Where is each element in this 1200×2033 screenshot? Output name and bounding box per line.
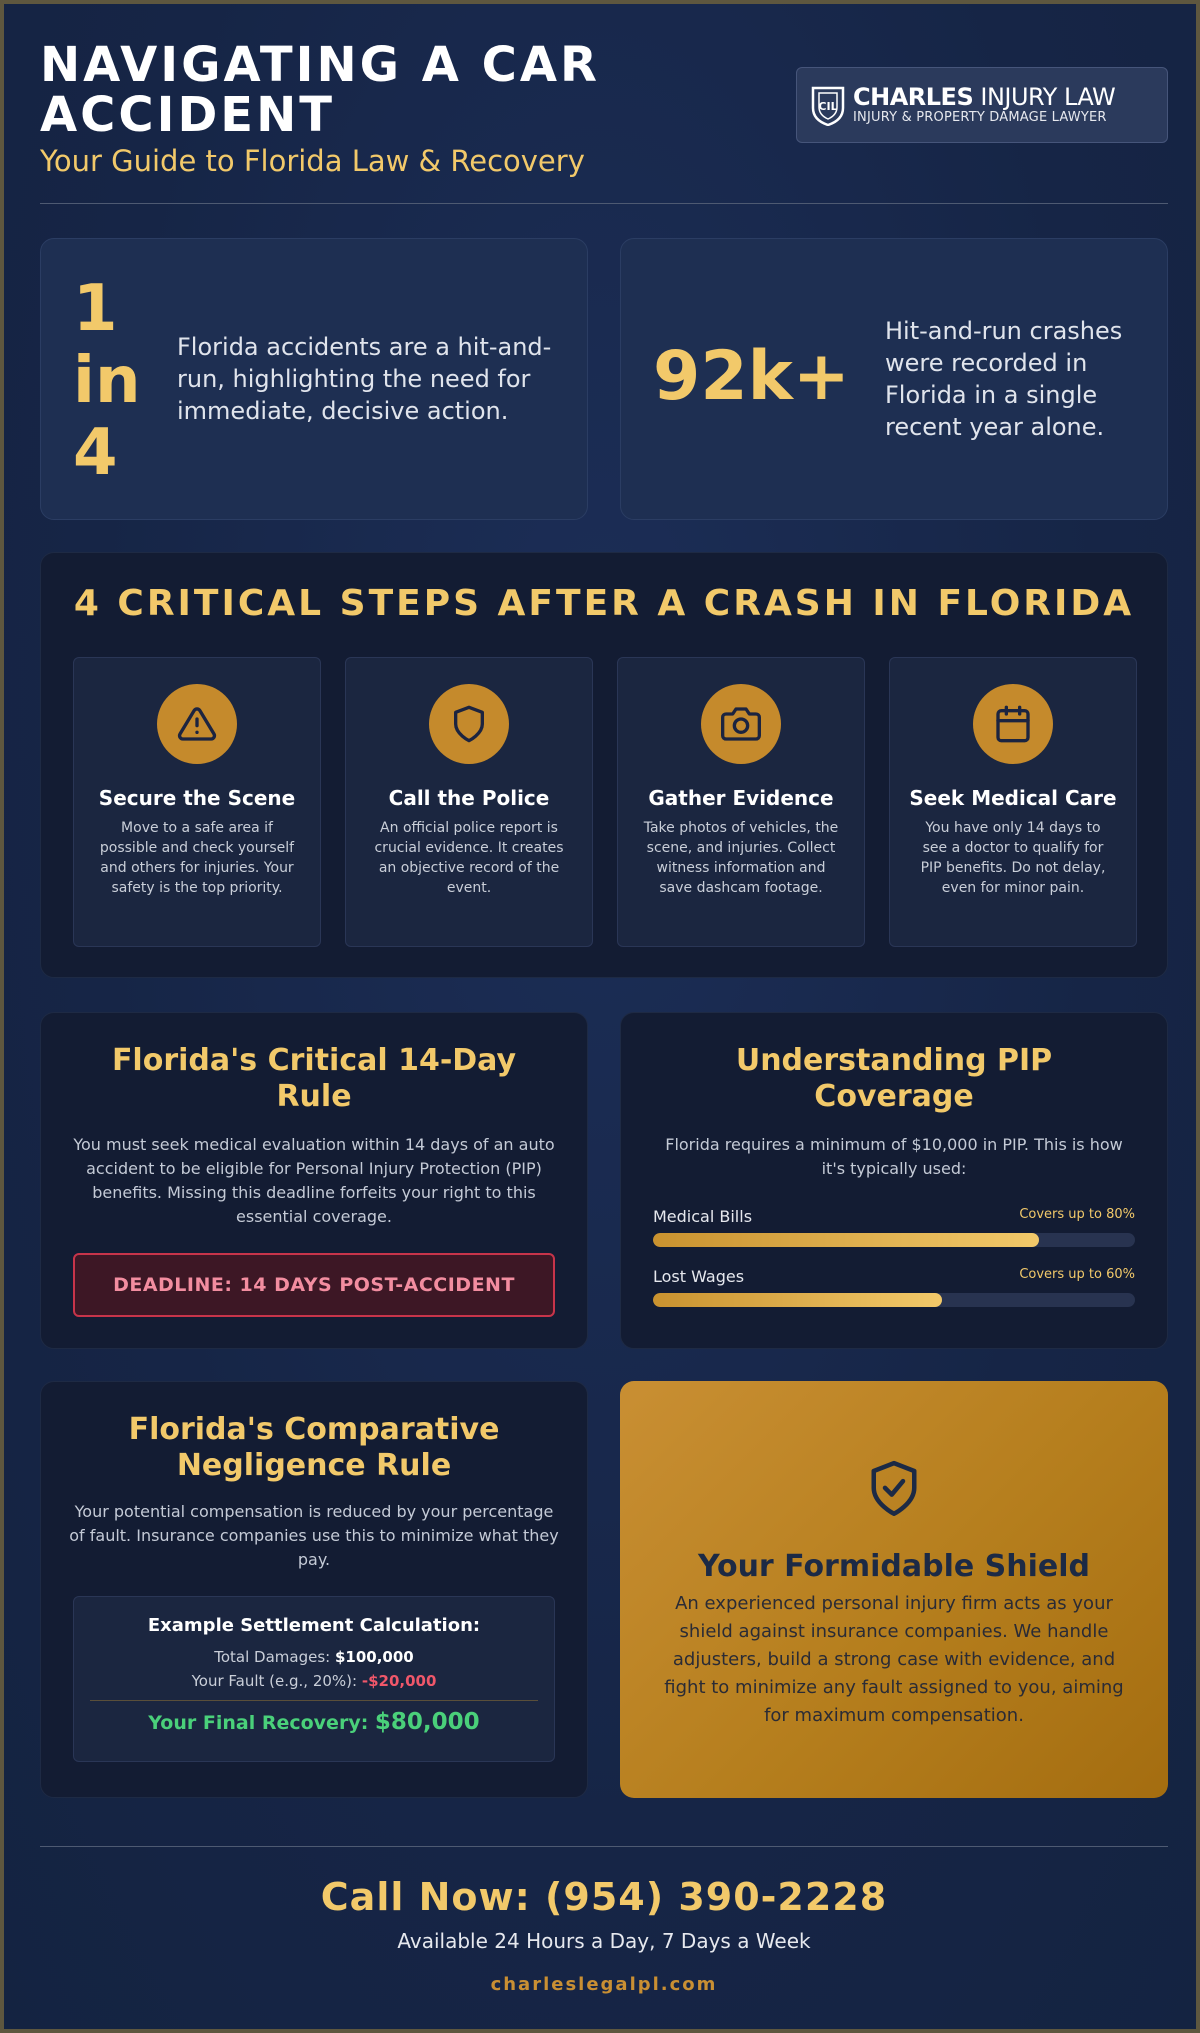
call-now-phone[interactable]: Call Now: (954) 390-2228	[320, 1875, 888, 1919]
step-description: You have only 14 days to see a doctor to…	[920, 820, 1106, 896]
website-link[interactable]: charleslegalpl.com	[490, 1974, 718, 1995]
card-title: Florida's Comparative Negligence Rule	[128, 1412, 500, 1483]
stat-description: Hit-and-run crashes were recorded in Flo…	[885, 317, 1123, 441]
step-card-secure-scene: Secure the Scene Move to a safe area if …	[73, 657, 321, 947]
stat-card-hit-and-run-ratio: 1 in 4 Florida accidents are a hit-and-r…	[40, 238, 588, 520]
card-title: Understanding PIP Coverage	[735, 1043, 1053, 1114]
warning-icon	[157, 684, 237, 764]
final-recovery-line: Your Final Recovery: $80,000	[148, 1709, 480, 1735]
settlement-calculation: Example Settlement Calculation: Total Da…	[73, 1596, 555, 1762]
comparative-negligence-card: Florida's Comparative Negligence Rule Yo…	[40, 1381, 588, 1798]
step-card-gather-evidence: Gather Evidence Take photos of vehicles,…	[617, 657, 865, 947]
progress-fill	[653, 1233, 1039, 1247]
fourteen-day-rule-card: Florida's Critical 14-Day Rule You must …	[40, 1012, 588, 1349]
bar-label: Lost Wages	[653, 1267, 745, 1286]
pip-coverage-card: Understanding PIP Coverage Florida requi…	[620, 1012, 1168, 1349]
step-description: Move to a safe area if possible and chec…	[99, 820, 295, 896]
header: NAVIGATING A CAR ACCIDENT Your Guide to …	[40, 37, 1168, 178]
step-description: Take photos of vehicles, the scene, and …	[643, 820, 839, 896]
card-description: Florida requires a minimum of $10,000 in…	[665, 1135, 1123, 1178]
page-title: NAVIGATING A CAR ACCIDENT	[40, 37, 600, 143]
formidable-shield-card: Your Formidable Shield An experienced pe…	[620, 1381, 1168, 1798]
step-card-call-police: Call the Police An official police repor…	[345, 657, 593, 947]
card-title: Florida's Critical 14-Day Rule	[111, 1043, 517, 1114]
firm-name: CHARLES INJURY LAW	[853, 83, 1116, 111]
total-damages-line: Total Damages: $100,000	[214, 1648, 414, 1666]
pip-bar-medical-bills: Medical Bills Covers up to 80%	[653, 1207, 1135, 1247]
header-divider	[40, 203, 1168, 204]
camera-icon	[701, 684, 781, 764]
card-title: Your Formidable Shield	[697, 1549, 1091, 1584]
step-title: Seek Medical Care	[909, 786, 1117, 810]
card-description: Your potential compensation is reduced b…	[69, 1502, 559, 1569]
card-description: An experienced personal injury firm acts…	[664, 1593, 1124, 1726]
deadline-badge: DEADLINE: 14 DAYS POST-ACCIDENT	[73, 1253, 555, 1317]
step-card-seek-medical-care: Seek Medical Care You have only 14 days …	[889, 657, 1137, 947]
availability-text: Available 24 Hours a Day, 7 Days a Week	[397, 1929, 811, 1953]
progress-fill	[653, 1293, 943, 1307]
calendar-icon	[973, 684, 1053, 764]
step-description: An official police report is crucial evi…	[374, 820, 564, 896]
shield-icon	[429, 684, 509, 764]
footer-divider	[40, 1846, 1168, 1847]
shield-check-icon	[871, 1460, 917, 1516]
bar-coverage: Covers up to 60%	[1019, 1267, 1135, 1282]
step-title: Gather Evidence	[648, 786, 834, 810]
stat-card-hit-and-run-count: 92k+ Hit-and-run crashes were recorded i…	[620, 238, 1168, 520]
firm-monogram-icon: CIL	[811, 86, 845, 126]
stat-value: 92k+	[653, 337, 850, 416]
calculation-title: Example Settlement Calculation:	[147, 1615, 481, 1636]
stat-description: Florida accidents are a hit-and-run, hig…	[177, 333, 552, 425]
page-subtitle: Your Guide to Florida Law & Recovery	[40, 144, 585, 178]
bar-coverage: Covers up to 80%	[1019, 1207, 1135, 1222]
progress-track	[653, 1233, 1135, 1247]
critical-steps-section: 4 CRITICAL STEPS AFTER A CRASH IN FLORID…	[40, 552, 1168, 978]
progress-track	[653, 1293, 1135, 1307]
pip-bar-lost-wages: Lost Wages Covers up to 60%	[653, 1267, 1135, 1307]
calculation-divider	[90, 1700, 538, 1701]
card-description: You must seek medical evaluation within …	[73, 1135, 555, 1226]
svg-text:CIL: CIL	[818, 100, 837, 113]
firm-tagline: INJURY & PROPERTY DAMAGE LAWYER	[853, 110, 1107, 125]
step-title: Call the Police	[388, 786, 550, 810]
stat-value: 1 in 4	[73, 272, 141, 490]
fault-line: Your Fault (e.g., 20%): -$20,000	[191, 1672, 437, 1690]
bar-label: Medical Bills	[653, 1207, 753, 1226]
section-title: 4 CRITICAL STEPS AFTER A CRASH IN FLORID…	[73, 583, 1135, 624]
firm-logo: CIL CHARLES INJURY LAW INJURY & PROPERTY…	[796, 67, 1168, 143]
step-title: Secure the Scene	[98, 786, 296, 810]
